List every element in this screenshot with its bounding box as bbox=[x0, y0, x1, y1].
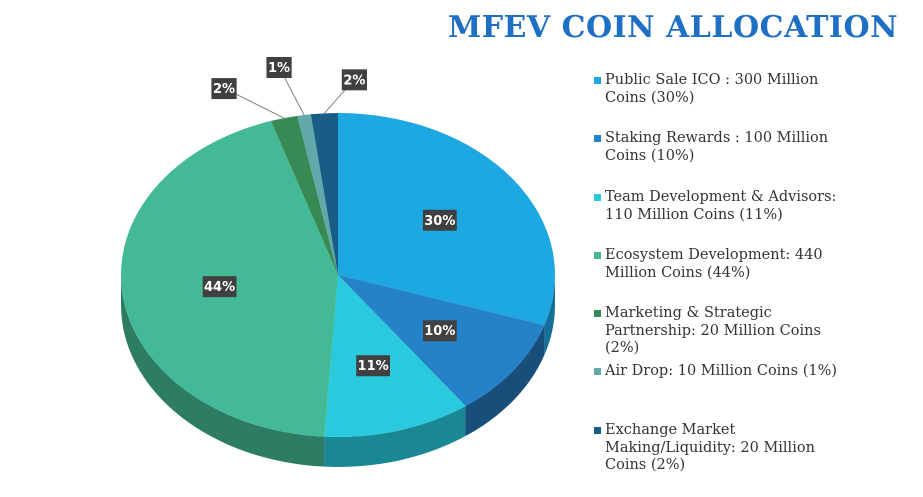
legend-line: Team Development & Advisors: bbox=[605, 189, 837, 205]
pie-slice-6 bbox=[310, 113, 338, 275]
legend-line: Making/Liquidity: 20 Million bbox=[605, 439, 815, 456]
pie-slice-5 bbox=[297, 114, 338, 275]
legend-label: Public Sale ICO : 300 Million Coins (30%) bbox=[605, 72, 910, 107]
legend-label: Air Drop: 10 Million Coins (1%) bbox=[605, 363, 910, 381]
legend-line: Coins (2%) bbox=[605, 457, 686, 473]
legend-swatch bbox=[594, 252, 601, 259]
legend-swatch bbox=[594, 368, 601, 375]
svg-text:10%: 10% bbox=[424, 324, 455, 339]
legend-line: (2%) bbox=[605, 340, 640, 356]
svg-text:11%: 11% bbox=[358, 359, 389, 374]
legend-line: Public Sale ICO : 300 Million bbox=[605, 72, 819, 88]
pie-side-0 bbox=[544, 275, 555, 356]
legend-line: Ecosystem Development: 440 bbox=[605, 247, 823, 263]
legend-line: Partnership: 20 Million Coins bbox=[605, 322, 821, 339]
legend-label: Marketing & Strategic Partnership: 20 Mil… bbox=[605, 305, 910, 358]
legend-swatch bbox=[594, 194, 601, 201]
chart-title: MFEV COIN ALLOCATION bbox=[448, 10, 899, 45]
svg-text:44%: 44% bbox=[204, 280, 235, 295]
slice-label-0: 30% bbox=[422, 209, 457, 231]
legend-label: Staking Rewards : 100 Million Coins (10%) bbox=[605, 130, 910, 165]
pie-side-1 bbox=[465, 325, 545, 437]
legend-swatch bbox=[594, 310, 601, 317]
pie-slice-2 bbox=[324, 275, 466, 437]
svg-text:2%: 2% bbox=[213, 82, 235, 97]
slice-label-2: 11% bbox=[356, 355, 391, 377]
legend-label: Team Development & Advisors: 110 Million … bbox=[605, 189, 910, 224]
svg-text:1%: 1% bbox=[268, 61, 290, 76]
legend-line: Exchange Market bbox=[605, 422, 736, 438]
legend-swatch bbox=[594, 427, 601, 434]
legend-swatch bbox=[594, 77, 601, 84]
legend-line: Marketing & Strategic bbox=[605, 305, 772, 321]
slice-label-4: 2% bbox=[211, 78, 285, 119]
slice-label-3: 44% bbox=[202, 276, 237, 298]
legend-line: Coins (30%) bbox=[605, 89, 695, 106]
slice-label-6: 2% bbox=[323, 69, 367, 114]
pie-side-2 bbox=[324, 406, 466, 467]
svg-text:30%: 30% bbox=[424, 214, 455, 229]
svg-text:2%: 2% bbox=[343, 73, 365, 88]
legend-label: Ecosystem Development: 440 Million Coins … bbox=[605, 247, 910, 282]
legend-label: Exchange Market Making/Liquidity: 20 Mill… bbox=[605, 422, 910, 475]
legend-line: Staking Rewards : 100 Million bbox=[605, 130, 829, 146]
slice-label-1: 10% bbox=[422, 320, 457, 342]
legend-line: Coins (10%) bbox=[605, 147, 695, 164]
slice-label-5: 1% bbox=[266, 56, 305, 116]
pie-side-3 bbox=[121, 275, 325, 467]
legend-line: Air Drop: 10 Million Coins (1%) bbox=[605, 363, 838, 379]
legend-line: 110 Million Coins (11%) bbox=[605, 206, 783, 223]
legend-swatch bbox=[594, 135, 601, 142]
pie-slice-4 bbox=[270, 115, 338, 275]
legend-line: Million Coins (44%) bbox=[605, 264, 751, 281]
